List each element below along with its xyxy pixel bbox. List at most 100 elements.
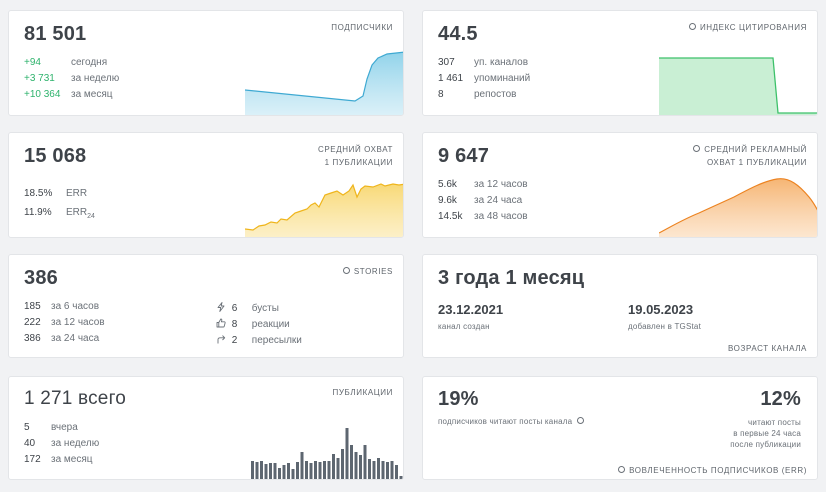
- row-label: реакции: [251, 319, 290, 330]
- row-value: 386: [24, 333, 41, 344]
- engagement-right-line1: читают посты: [748, 418, 801, 427]
- err24-row: 11.9% ERR24: [24, 207, 95, 223]
- ad-reach-row-24h: 9.6k за 24 часа: [438, 195, 522, 207]
- info-icon: [618, 466, 626, 473]
- row-label: за 48 часов: [474, 211, 528, 222]
- row-label: за месяц: [71, 89, 113, 100]
- reach-label-line2: 1 ПУБЛИКАЦИИ: [324, 158, 393, 167]
- lightning-icon: [217, 302, 225, 312]
- row-label: упоминаний: [474, 73, 531, 84]
- err24-sub: 24: [87, 213, 95, 220]
- citation-row-mentions: 1 461 упоминаний: [438, 73, 530, 85]
- row-label: репостов: [474, 89, 517, 100]
- posts-row-yesterday: 5 вчера: [24, 422, 78, 434]
- engagement-footer: ВОВЛЕЧЕННОСТЬ ПОДПИСЧИКОВ (ERR): [618, 464, 807, 477]
- row-value: 1 461: [438, 73, 464, 84]
- row-value: 8: [438, 89, 444, 100]
- engagement-right-line2: в первые 24 часа: [733, 429, 801, 438]
- subscribers-count: 81 501: [24, 23, 87, 45]
- stories-boosts: 6 бусты: [216, 301, 279, 315]
- posts-bar-chart: [251, 428, 403, 479]
- subscribers-row-month: +10 364 за месяц: [24, 89, 113, 101]
- row-value: 2: [231, 335, 238, 346]
- channel-age-value: 3 года 1 месяц: [438, 267, 585, 289]
- share-arrow-icon: [217, 335, 226, 344]
- engagement-left-label: подписчиков читают посты канала: [438, 417, 588, 426]
- row-label: за неделю: [51, 438, 100, 449]
- stories-row-6h: 185 за 6 часов: [24, 301, 99, 313]
- row-value: 9.6k: [438, 195, 457, 206]
- stories-label: STORIES: [342, 265, 393, 278]
- ad-reach-label: СРЕДНИЙ РЕКЛАМНЫЙ ОХВАТ 1 ПУБЛИКАЦИИ: [693, 143, 807, 169]
- row-label: за 24 часа: [474, 195, 523, 206]
- row-value: 307: [438, 57, 455, 68]
- row-value: 172: [24, 454, 41, 465]
- row-label: за 6 часов: [51, 301, 100, 312]
- ad-reach-label-line2: ОХВАТ 1 ПУБЛИКАЦИИ: [706, 158, 807, 167]
- engagement-footer-text: ВОВЛЕЧЕННОСТЬ ПОДПИСЧИКОВ (ERR): [629, 466, 807, 475]
- citation-row-reposts: 8 репостов: [438, 89, 516, 101]
- citation-label: ИНДЕКС ЦИТИРОВАНИЯ: [688, 21, 807, 34]
- row-value: +94: [24, 57, 41, 68]
- ad-reach-card[interactable]: 9 647 СРЕДНИЙ РЕКЛАМНЫЙ ОХВАТ 1 ПУБЛИКАЦ…: [422, 132, 818, 238]
- ad-reach-row-48h: 14.5k за 48 часов: [438, 211, 528, 223]
- row-label: за месяц: [51, 454, 93, 465]
- engagement-left-value: 19%: [438, 388, 479, 410]
- citation-row-channels: 307 уп. каналов: [438, 57, 528, 69]
- reach-value: 15 068: [24, 145, 87, 167]
- row-value: 5: [24, 422, 30, 433]
- thumbs-up-icon: [216, 318, 226, 328]
- reach-sparkline: [245, 183, 403, 237]
- reach-label: СРЕДНИЙ ОХВАТ 1 ПУБЛИКАЦИИ: [318, 143, 393, 169]
- stories-row-24h: 386 за 24 часа: [24, 333, 99, 345]
- row-value: +10 364: [24, 89, 61, 100]
- err-row: 18.5% ERR: [24, 188, 87, 200]
- stories-row-12h: 222 за 12 часов: [24, 317, 105, 329]
- row-value: 5.6k: [438, 179, 457, 190]
- row-label: за 12 часов: [474, 179, 528, 190]
- citation-sparkline: [659, 57, 817, 115]
- stories-label-text: STORIES: [353, 267, 393, 276]
- posts-label: ПУБЛИКАЦИИ: [332, 388, 393, 397]
- subscribers-label: ПОДПИСЧИКИ: [331, 23, 393, 32]
- row-value: 8: [231, 319, 238, 330]
- stories-value: 386: [24, 267, 58, 289]
- err24-label: ERR: [66, 207, 88, 218]
- info-icon: [693, 145, 701, 152]
- stories-reactions: 8 реакции: [216, 317, 290, 331]
- row-label: пересылки: [251, 335, 302, 346]
- posts-row-week: 40 за неделю: [24, 438, 99, 450]
- reach-card[interactable]: 15 068 СРЕДНИЙ ОХВАТ 1 ПУБЛИКАЦИИ 18.5% E…: [8, 132, 404, 238]
- created-date: 23.12.2021: [438, 302, 504, 317]
- info-icon: [688, 23, 696, 30]
- citation-index-value: 44.5: [438, 23, 478, 45]
- citation-label-text: ИНДЕКС ЦИТИРОВАНИЯ: [699, 23, 807, 32]
- stories-card[interactable]: 386 STORIES 185 за 6 часов 222 за 12 часов…: [8, 254, 404, 358]
- row-label: за неделю: [71, 73, 120, 84]
- stories-forwards: 2 пересылки: [216, 333, 302, 347]
- channel-age-card[interactable]: 3 года 1 месяц 23.12.2021 канал создан 1…: [422, 254, 818, 358]
- subscribers-row-week: +3 731 за неделю: [24, 73, 119, 85]
- channel-age-label: ВОЗРАСТ КАНАЛА: [728, 344, 807, 353]
- engagement-left-label-text: подписчиков читают посты канала: [438, 417, 573, 426]
- row-value: 6: [231, 303, 238, 314]
- row-value: 222: [24, 317, 41, 328]
- posts-value: 1 271 всего: [24, 388, 127, 409]
- row-label: вчера: [51, 422, 78, 433]
- posts-card[interactable]: 1 271 всего ПУБЛИКАЦИИ 5 вчера 40 за недел…: [8, 376, 404, 480]
- err-value: 18.5%: [24, 188, 53, 199]
- info-icon: [342, 267, 350, 274]
- row-value: 14.5k: [438, 211, 463, 222]
- row-label: сегодня: [71, 57, 108, 68]
- ad-reach-label-line1: СРЕДНИЙ РЕКЛАМНЫЙ: [704, 145, 807, 154]
- row-label: уп. каналов: [474, 57, 529, 68]
- posts-row-month: 172 за месяц: [24, 454, 93, 466]
- engagement-card[interactable]: 19% подписчиков читают посты канала 12% …: [422, 376, 818, 480]
- added-label: добавлен в TGStat: [628, 322, 702, 331]
- row-label: за 24 часа: [51, 333, 100, 344]
- citation-card[interactable]: 44.5 ИНДЕКС ЦИТИРОВАНИЯ 307 уп. каналов 1…: [422, 10, 818, 116]
- reach-label-line1: СРЕДНИЙ ОХВАТ: [317, 145, 393, 154]
- row-label: за 12 часов: [51, 317, 105, 328]
- subscribers-sparkline: [245, 51, 403, 115]
- subscribers-card[interactable]: 81 501 ПОДПИСЧИКИ +94 сегодня +3 731 за не…: [8, 10, 404, 116]
